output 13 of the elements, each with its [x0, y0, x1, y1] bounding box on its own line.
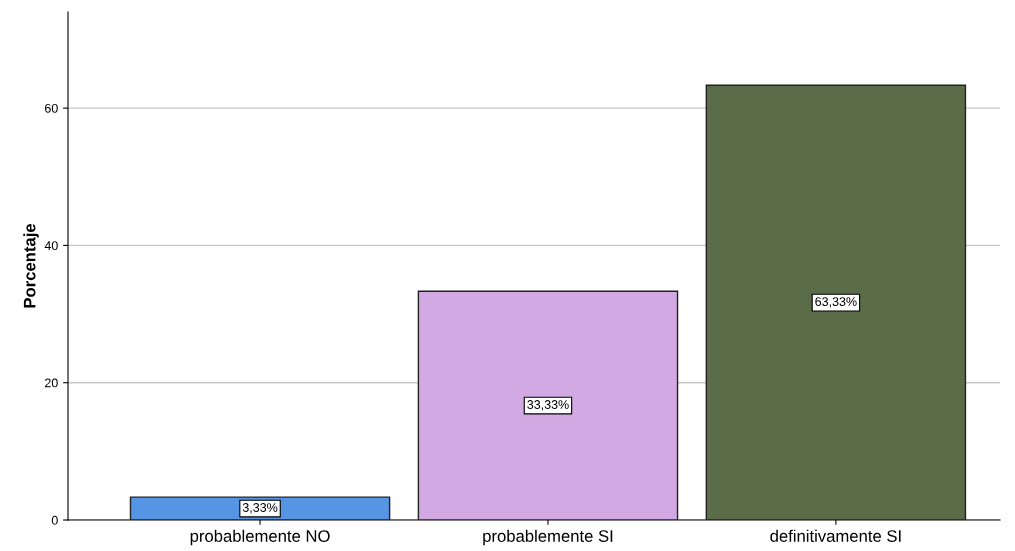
- x-tick-label: definitivamente SI: [770, 529, 901, 542]
- data-label: 63,33%: [815, 297, 857, 308]
- bar: [417, 290, 679, 520]
- data-label: 3,33%: [242, 503, 278, 514]
- x-tick-label: probablemente SI: [483, 529, 613, 546]
- y-tick-label: 60: [45, 103, 58, 113]
- y-tick-label: 40: [44, 241, 58, 251]
- data-label: 33,33%: [527, 400, 569, 411]
- y-tick-label: 0: [51, 515, 58, 525]
- y-axis-title: Porcentaje: [23, 223, 39, 308]
- y-tick-label: 20: [45, 378, 58, 388]
- x-tick-label: probablemente NO: [190, 529, 330, 546]
- bar: [705, 84, 967, 520]
